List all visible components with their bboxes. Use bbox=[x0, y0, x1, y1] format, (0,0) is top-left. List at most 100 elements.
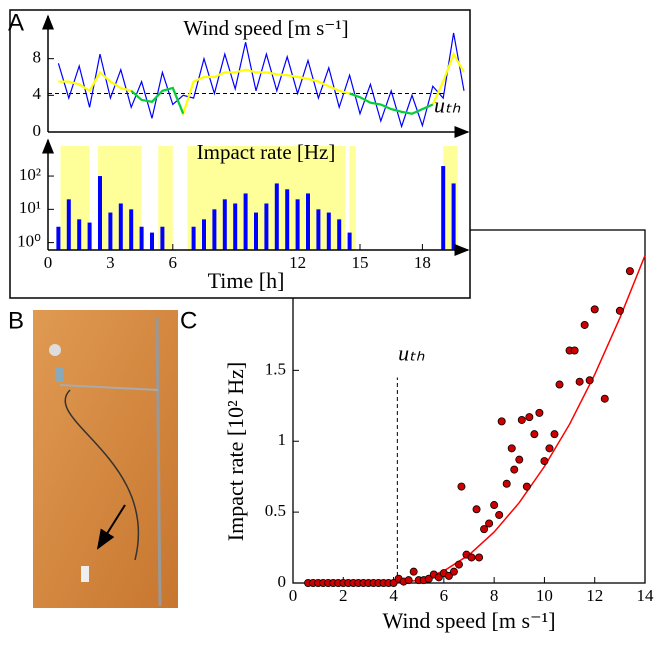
bar bbox=[285, 189, 290, 250]
point bbox=[490, 501, 499, 510]
point bbox=[495, 510, 504, 519]
bar bbox=[129, 209, 134, 250]
bar bbox=[254, 212, 258, 250]
x-tick-label: 0 bbox=[289, 586, 298, 605]
bar bbox=[212, 209, 217, 250]
y-tick-label: 10¹ bbox=[19, 198, 41, 217]
arrow bbox=[96, 504, 126, 550]
x-tick-label: 15 bbox=[352, 253, 369, 272]
bar bbox=[264, 203, 269, 250]
arm bbox=[59, 384, 159, 391]
point bbox=[570, 346, 579, 355]
point bbox=[515, 455, 524, 464]
bar bbox=[56, 226, 61, 250]
panel-label: B bbox=[8, 307, 24, 334]
x-tick-label: 14 bbox=[637, 586, 655, 605]
bar bbox=[274, 183, 279, 250]
threshold-label: uₜₕ bbox=[434, 93, 460, 118]
anemometer bbox=[49, 344, 61, 356]
point bbox=[497, 417, 506, 426]
point bbox=[575, 377, 584, 386]
point bbox=[580, 320, 589, 329]
point bbox=[615, 306, 624, 315]
y-tick-label: 8 bbox=[33, 48, 42, 67]
point bbox=[507, 444, 516, 453]
point bbox=[590, 305, 599, 314]
panel-label: C bbox=[180, 307, 197, 334]
impact-sensor bbox=[81, 566, 89, 582]
chart-title: Wind speed [m s⁻¹] bbox=[183, 16, 348, 40]
x-tick-label: 2 bbox=[339, 586, 348, 605]
point bbox=[454, 560, 463, 569]
point bbox=[522, 482, 531, 491]
pole bbox=[155, 317, 162, 607]
bar bbox=[87, 222, 92, 250]
y-tick-label: 0.5 bbox=[265, 501, 286, 520]
bar bbox=[306, 193, 310, 250]
bar bbox=[77, 219, 82, 250]
bar bbox=[222, 199, 227, 250]
point bbox=[409, 567, 418, 576]
y-tick-label: 0 bbox=[33, 121, 42, 140]
point bbox=[550, 430, 559, 439]
bar bbox=[451, 183, 456, 250]
panel-b: B bbox=[8, 307, 178, 608]
x-tick-label: 6 bbox=[440, 586, 449, 605]
bar bbox=[326, 212, 331, 250]
x-axis-label: Wind speed [m s⁻¹] bbox=[382, 608, 555, 633]
shaded-interval bbox=[158, 146, 173, 250]
x-tick-label: 4 bbox=[389, 586, 398, 605]
x-tick-label: 3 bbox=[106, 253, 115, 272]
bar bbox=[160, 226, 165, 250]
bar bbox=[108, 212, 113, 250]
y-tick-label: 1 bbox=[278, 430, 287, 449]
point bbox=[434, 573, 443, 582]
bar bbox=[202, 219, 206, 250]
point bbox=[444, 571, 453, 580]
sensor bbox=[55, 368, 63, 382]
point bbox=[449, 567, 458, 576]
point bbox=[545, 444, 554, 453]
bar bbox=[139, 226, 144, 250]
bar bbox=[233, 203, 238, 250]
point bbox=[467, 553, 476, 562]
x-tick-label: 12 bbox=[289, 253, 306, 272]
point bbox=[555, 380, 564, 389]
point bbox=[475, 553, 484, 562]
bar bbox=[118, 203, 123, 250]
point bbox=[535, 408, 544, 417]
point bbox=[530, 430, 539, 439]
threshold-label: uₜₕ bbox=[398, 340, 424, 365]
point bbox=[424, 574, 433, 583]
x-tick-label: 10 bbox=[536, 586, 553, 605]
point bbox=[585, 376, 594, 385]
y-axis-label: Impact rate [10² Hz] bbox=[223, 362, 248, 541]
y-tick-label: 10² bbox=[19, 165, 41, 184]
bar bbox=[98, 176, 102, 250]
point bbox=[502, 479, 511, 488]
point bbox=[404, 576, 413, 585]
y-tick-label: 0 bbox=[278, 572, 287, 591]
point bbox=[625, 267, 634, 276]
series-line bbox=[130, 86, 434, 115]
point bbox=[510, 465, 519, 474]
bar bbox=[243, 193, 248, 250]
chart-title: Impact rate [Hz] bbox=[197, 140, 336, 164]
bar bbox=[191, 226, 196, 250]
y-tick-label: 10⁰ bbox=[17, 232, 41, 251]
panel-a: Wind speed [m s⁻¹] A 0 4 8 uₜₕ Impact rate [Hz… bbox=[8, 9, 471, 299]
x-axis-label: Time [h] bbox=[208, 268, 285, 293]
point bbox=[517, 415, 526, 424]
panel-label: A bbox=[8, 9, 24, 36]
bar bbox=[316, 209, 321, 250]
x-tick-label: 8 bbox=[490, 586, 499, 605]
shaded-interval bbox=[60, 146, 90, 250]
point bbox=[457, 482, 466, 491]
point bbox=[389, 579, 398, 588]
x-tick-label: 6 bbox=[169, 253, 178, 272]
point bbox=[540, 457, 549, 466]
x-tick-label: 12 bbox=[586, 586, 603, 605]
point bbox=[525, 413, 534, 422]
bar bbox=[66, 199, 71, 250]
cable bbox=[64, 389, 140, 561]
